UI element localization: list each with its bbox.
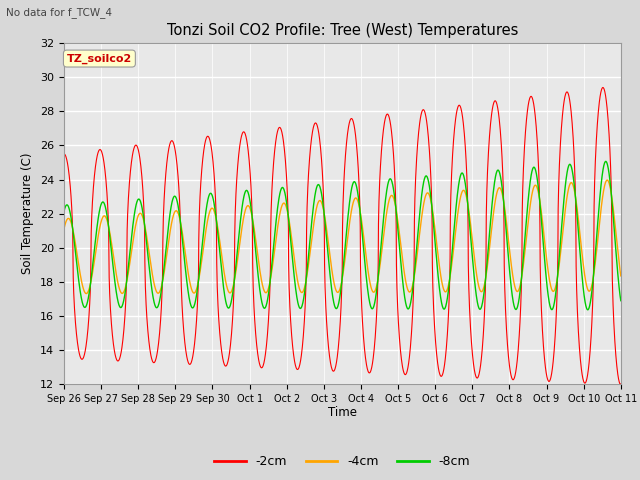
Text: No data for f_TCW_4: No data for f_TCW_4 bbox=[6, 7, 113, 18]
Y-axis label: Soil Temperature (C): Soil Temperature (C) bbox=[22, 153, 35, 275]
Text: TZ_soilco2: TZ_soilco2 bbox=[67, 53, 132, 64]
X-axis label: Time: Time bbox=[328, 407, 357, 420]
Legend: -2cm, -4cm, -8cm: -2cm, -4cm, -8cm bbox=[209, 450, 476, 473]
Title: Tonzi Soil CO2 Profile: Tree (West) Temperatures: Tonzi Soil CO2 Profile: Tree (West) Temp… bbox=[166, 23, 518, 38]
